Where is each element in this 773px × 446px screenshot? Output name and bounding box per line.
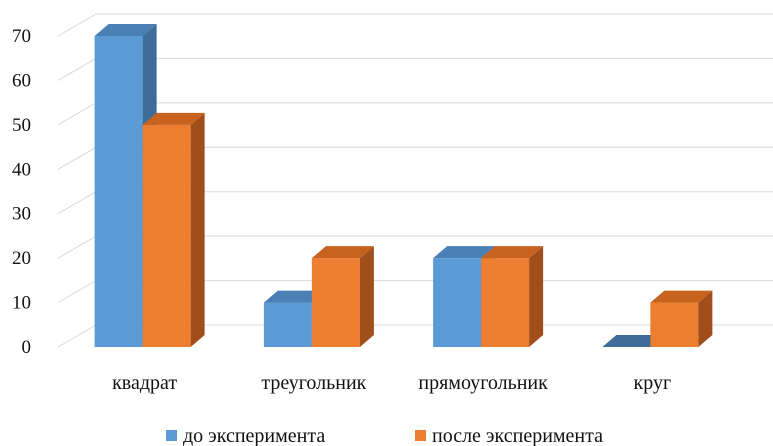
bar-front: [650, 302, 699, 347]
y-tick-label: 30: [12, 204, 31, 225]
y-tick-label: 60: [12, 70, 31, 91]
legend-swatch-series-1: [415, 430, 426, 441]
bar-top: [311, 246, 374, 259]
y-tick-label: 70: [12, 26, 31, 47]
gridline: [57, 13, 773, 37]
x-category-label: треугольник: [261, 372, 366, 394]
bar-top: [263, 290, 326, 303]
bar-top: [602, 335, 665, 347]
y-tick-label: 50: [12, 115, 31, 136]
bar-top: [433, 246, 496, 259]
x-category-label: круг: [634, 372, 672, 394]
bar-front: [481, 258, 530, 347]
bar: [481, 246, 544, 347]
bar: [433, 246, 496, 347]
bar-side: [698, 290, 713, 347]
bar: [142, 112, 205, 347]
bar-top: [650, 290, 713, 303]
bar-side: [529, 246, 544, 347]
bar-top: [142, 112, 205, 125]
bar-top: [94, 24, 157, 36]
legend-label-series-0: до эксперимента: [183, 425, 325, 446]
bar: [602, 335, 665, 347]
x-category-label: квадрат: [112, 372, 177, 394]
y-tick-label: 40: [12, 159, 31, 180]
y-tick-label: 20: [12, 248, 31, 269]
gridline: [57, 57, 773, 81]
bar: [650, 290, 713, 347]
bar-front: [142, 124, 191, 347]
bar-side: [359, 246, 374, 347]
y-tick-label: 0: [22, 337, 32, 358]
y-axis-ticks: 0 10 20 30 40 50 60 70: [12, 26, 31, 358]
legend: до эксперимента после эксперимента: [166, 425, 603, 446]
bar-top: [481, 246, 544, 259]
y-tick-label: 10: [12, 293, 31, 314]
legend-swatch-series-0: [166, 430, 177, 441]
bars: [94, 24, 713, 347]
legend-label-series-1: после эксперимента: [432, 425, 603, 446]
bar-front: [433, 258, 482, 347]
x-axis-categories: квадрат треугольник прямоугольник круг: [112, 372, 671, 394]
bar: [311, 246, 374, 347]
x-category-label: прямоугольник: [418, 372, 548, 394]
bar-side: [190, 112, 205, 347]
bar-front: [263, 302, 312, 347]
bar-front: [311, 258, 360, 347]
bar-front: [94, 36, 143, 347]
